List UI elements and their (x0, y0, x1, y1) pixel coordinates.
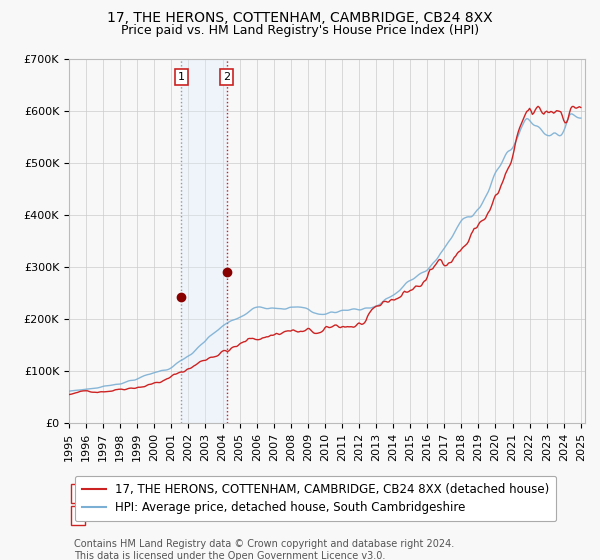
Text: 1: 1 (74, 487, 82, 500)
Text: 16-APR-2004: 16-APR-2004 (113, 509, 189, 522)
Text: 17, THE HERONS, COTTENHAM, CAMBRIDGE, CB24 8XX: 17, THE HERONS, COTTENHAM, CAMBRIDGE, CB… (107, 11, 493, 25)
Text: 28-AUG-2001: 28-AUG-2001 (113, 487, 191, 500)
Text: Price paid vs. HM Land Registry's House Price Index (HPI): Price paid vs. HM Land Registry's House … (121, 24, 479, 36)
Legend: 17, THE HERONS, COTTENHAM, CAMBRIDGE, CB24 8XX (detached house), HPI: Average pr: 17, THE HERONS, COTTENHAM, CAMBRIDGE, CB… (75, 476, 556, 521)
Text: 1: 1 (178, 72, 185, 82)
Bar (181, 59, 227, 423)
Text: 2: 2 (74, 509, 82, 522)
Text: £241,950: £241,950 (265, 487, 321, 500)
Text: £290,000: £290,000 (265, 509, 321, 522)
Text: 2% ↑ HPI: 2% ↑ HPI (379, 509, 434, 522)
Text: 2: 2 (223, 72, 230, 82)
Text: Contains HM Land Registry data © Crown copyright and database right 2024.
This d: Contains HM Land Registry data © Crown c… (74, 539, 454, 560)
Text: 16% ↑ HPI: 16% ↑ HPI (379, 487, 441, 500)
